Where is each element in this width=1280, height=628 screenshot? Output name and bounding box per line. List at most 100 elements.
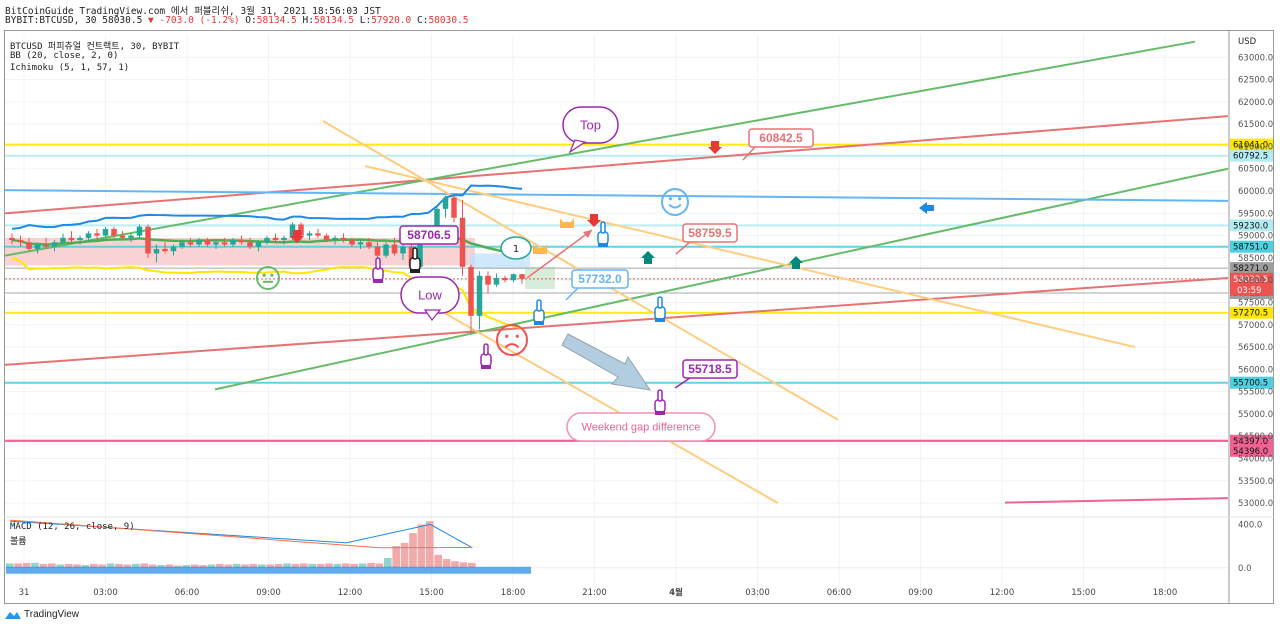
pointing-hand-icon-cuff [655,411,665,415]
macd-pane: 400.0 0.0 [5,519,1262,574]
up-arrow-icon [789,256,803,269]
cloud-band-green [525,266,555,290]
macd-histogram-bar [174,565,182,568]
candle-body [442,197,449,209]
legend-bb: BB (20, close, 2, 0) [10,51,119,61]
green-trendline-lower [214,167,1229,391]
candle-body [315,233,321,236]
happy-face-icon-mouth [668,203,682,209]
candle-body [400,246,406,254]
annotation-low: Low [418,287,442,302]
level-tag [1230,376,1273,389]
candle-body [170,246,177,252]
neutral-face-icon [256,266,280,290]
y-tick-label: 56000.0 [1238,365,1273,375]
red-trendline-lower [4,276,1229,366]
macd-histogram-bar [216,563,224,568]
macd-histogram-bar [308,563,316,568]
candle-body [111,228,117,236]
macd-signal-band [6,566,531,574]
pointing-hand-icon-cuff [373,279,383,283]
tradingview-icon [5,611,21,619]
y-tick-label: 60000.0 [1238,187,1273,197]
x-tick-label: 09:00 [908,588,933,598]
sad-face-icon-eye [505,334,509,338]
cat-icon [560,218,574,228]
candle-body [162,248,168,252]
publish-info: BitCoinGuide TradingView.com 에서 퍼블리쉬, 3월… [5,6,381,17]
macd-histogram-bar [283,563,291,568]
y-tick-label: 60500.0 [1238,165,1273,175]
macd-histogram-bar [90,563,98,568]
currency-label: USD [1238,37,1257,47]
signal-line [10,519,473,549]
macd-histogram-bar [468,562,476,568]
pointing-hand-icon-finger [375,257,381,270]
macd-histogram-bar [325,563,333,568]
candle-body [366,242,372,247]
candle-body [51,242,58,247]
callout-55718-box [682,359,738,379]
countdown-label: 03:59 [1237,286,1262,296]
cat-icon [533,244,547,254]
last-price: 58030.5 [102,15,143,26]
pointing-hand-icon-finger [483,343,489,356]
candle-body [459,217,466,267]
high-label: H: [302,15,314,26]
level-tag [1230,262,1273,275]
tradingview-logo[interactable]: TradingView [5,609,79,620]
y-tick-label: 61000.0 [1238,142,1273,152]
candle-body [34,244,41,249]
macd-histogram-bar [300,563,308,568]
x-tick-label: 18:00 [501,588,526,598]
happy-face-icon-eye [668,197,673,201]
y-tick-label: 57000.0 [1238,321,1273,331]
sad-face-icon-eye [515,334,519,338]
callout-55718: 55718.5 [688,362,732,376]
y-tick-label: 63000.0 [1238,53,1273,63]
macd-histogram-bar [140,563,148,568]
pointing-hand-icon-cuff [410,269,420,273]
callout-57732: 57732.0 [578,272,622,286]
macd-histogram-bar [434,554,442,568]
macd-histogram-bar [417,524,426,568]
callout-57732-box [571,269,629,289]
ohlc-bar: BYBIT:BTCUSD, 30 58030.5 ▼ -703.0 (-1.2%… [5,15,468,26]
candle-body [272,237,279,241]
happy-face-icon-eye [677,197,682,201]
open-label: O: [245,15,257,26]
callout-58706: 58706.5 [407,228,451,242]
blue-trendline [4,189,1229,202]
y-tick-label: 59000.0 [1238,232,1273,242]
current-price-tag [1230,272,1273,296]
macd-histogram-bar [39,563,48,568]
candle-body [383,244,389,256]
candle-body [60,237,66,243]
candle-body [43,244,49,247]
candle-body [94,233,100,236]
candle-body [17,240,24,243]
close-label: C: [416,15,429,26]
candle-body [85,233,92,238]
annotation-low-tail [423,309,442,322]
x-tick-label: 21:00 [582,588,607,598]
level-tag-label: 57270.5 [1233,309,1268,319]
macd-histogram-bar [98,564,106,568]
candle-body [332,237,338,241]
level-tag [1230,306,1273,319]
pointing-hand-icon-finger [600,221,606,234]
macd-histogram-bar [274,563,283,568]
green-trendline-upper [4,40,1196,257]
current-price-label: 58030.5 [1233,275,1268,285]
level-tag-label: 59230.0 [1233,221,1268,231]
candle-body [145,226,151,254]
level-tag [1230,240,1273,253]
sad-face-icon [496,324,528,356]
chart-frame [4,30,1274,604]
macd-histogram-bar [182,565,190,568]
x-tick-label: 15:00 [1071,588,1096,598]
candle-body [519,274,525,279]
level-tag-label: 61041.0 [1233,141,1268,151]
macd-histogram-bar [358,563,367,568]
